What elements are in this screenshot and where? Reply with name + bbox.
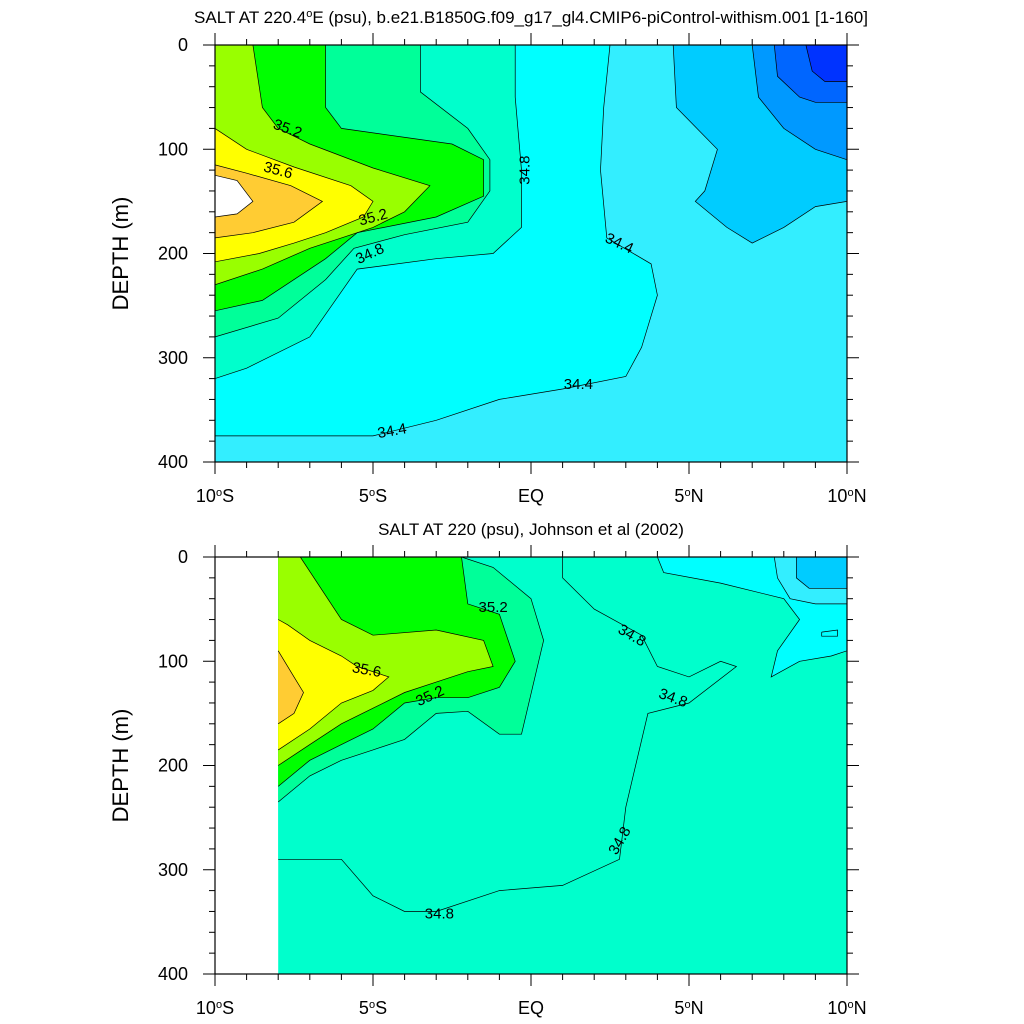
contour-line <box>215 164 324 239</box>
contour-line <box>751 45 847 161</box>
contour-line <box>773 557 847 605</box>
contour-label: 34.8 <box>425 906 454 923</box>
contour-label-text: 34.4 <box>564 376 593 393</box>
y-tick-label: 200 <box>158 244 188 264</box>
contour-label: 35.2 <box>478 599 507 616</box>
y-tick-label: 300 <box>158 860 188 880</box>
x-tick-label: 10oS <box>196 998 234 1018</box>
contour-line <box>657 557 847 678</box>
chart-title: SALT AT 220.4oE (psu), b.e21.B1850G.f09_… <box>194 8 868 27</box>
contour-band-35.4 <box>215 45 430 285</box>
contour-label: 35.6 <box>262 159 295 183</box>
contour-band-35.6 <box>215 128 373 262</box>
y-tick-label: 0 <box>178 547 188 567</box>
contour-line <box>773 45 847 103</box>
x-tick-label: 5oS <box>359 486 387 506</box>
x-tick-label: EQ <box>518 486 544 506</box>
y-axis-label: DEPTH (m) <box>108 197 133 311</box>
y-axis-label: DEPTH (m) <box>108 709 133 823</box>
contour-line <box>796 557 847 589</box>
contour-band-35.4 <box>278 557 494 766</box>
plot-area: 35.235.635.234.834.834.834.8 <box>277 557 847 974</box>
contour-label: 34.4 <box>564 376 593 393</box>
contour-band-34.6 <box>821 630 838 637</box>
contour-label: 35.6 <box>351 659 383 681</box>
contour-line <box>821 629 838 637</box>
y-tick-label: 200 <box>158 756 188 776</box>
x-tick-label: EQ <box>518 998 544 1018</box>
y-tick-label: 400 <box>158 964 188 984</box>
axis-ticks <box>203 33 859 474</box>
contour-label-text: 35.2 <box>478 599 507 616</box>
contour-label: 35.2 <box>357 205 390 229</box>
contour-line <box>215 174 254 218</box>
x-tick-label: 5oS <box>359 998 387 1018</box>
contour-line <box>805 45 847 82</box>
contour-band-35.8 <box>215 164 323 238</box>
contour-label-text: 34.4 <box>376 420 408 442</box>
contour-label-text: 35.2 <box>357 205 390 229</box>
y-tick-label: 100 <box>158 651 188 671</box>
contour-line <box>215 128 374 263</box>
x-tick-label: 5oN <box>674 998 703 1018</box>
y-tick-label: 400 <box>158 452 188 472</box>
contour-band-35.2 <box>215 45 484 311</box>
contour-label-text: 35.6 <box>351 659 383 681</box>
contour-line <box>278 619 390 751</box>
contour-label-text: 34.8 <box>425 906 454 923</box>
contour-band-35.8 <box>278 650 304 724</box>
contour-label: 34.4 <box>376 420 408 442</box>
contour-line <box>672 45 847 244</box>
contour-band-35 <box>215 45 490 337</box>
y-tick-label: 100 <box>158 139 188 159</box>
contour-line <box>215 45 491 338</box>
contour-line <box>215 45 522 379</box>
contour-band-34.2 <box>796 557 847 589</box>
contour-line <box>278 557 494 766</box>
x-tick-label: 10oS <box>196 486 234 506</box>
chart-title: SALT AT 220 (psu), Johnson et al (2002) <box>378 520 684 539</box>
contour-line <box>277 650 304 725</box>
x-tick-label: 5oN <box>674 486 703 506</box>
contour-line <box>215 45 484 312</box>
plot-area: 35.235.635.234.834.834.434.434.4 <box>215 45 847 462</box>
contour-band-34.6 <box>215 45 658 436</box>
y-tick-label: 0 <box>178 35 188 55</box>
x-tick-label: 10oN <box>827 486 866 506</box>
contour-line <box>277 557 516 787</box>
contour-label: 34.8 <box>517 155 534 184</box>
contour-label-text: 35.6 <box>262 159 295 183</box>
contour-band-34.8 <box>215 45 522 379</box>
contour-line <box>215 45 431 286</box>
axis-ticks <box>203 545 859 986</box>
contour-line <box>277 557 544 803</box>
contour-line <box>278 557 738 912</box>
contour-line <box>215 45 658 437</box>
contour-band-35.6 <box>278 619 389 750</box>
contour-band-33.6 <box>805 45 847 82</box>
contour-band-34.4 <box>215 45 847 462</box>
x-tick-label: 10oN <box>827 998 866 1018</box>
y-tick-label: 300 <box>158 348 188 368</box>
contour-label-text: 34.8 <box>517 155 534 184</box>
